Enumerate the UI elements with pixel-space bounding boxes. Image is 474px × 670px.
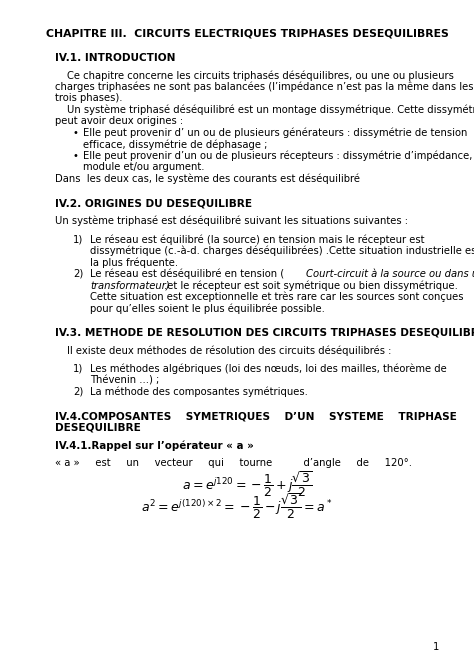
Text: Dans  les deux cas, le système des courants est déséquilibré: Dans les deux cas, le système des couran…	[55, 174, 360, 184]
Text: Le réseau est équilibré (la source) en tension mais le récepteur est: Le réseau est équilibré (la source) en t…	[90, 234, 425, 245]
Text: La méthode des composantes symétriques.: La méthode des composantes symétriques.	[90, 387, 308, 397]
Text: Il existe deux méthodes de résolution des circuits déséquilibrés :: Il existe deux méthodes de résolution de…	[67, 345, 392, 356]
Text: Les méthodes algébriques (loi des nœuds, loi des mailles, théorème de: Les méthodes algébriques (loi des nœuds,…	[90, 364, 447, 374]
Text: 1): 1)	[73, 234, 83, 244]
Text: CHAPITRE III.  CIRCUITS ELECTRIQUES TRIPHASES DESEQUILIBRES: CHAPITRE III. CIRCUITS ELECTRIQUES TRIPH…	[46, 28, 448, 38]
Text: Elle peut provenir d’ un ou de plusieurs générateurs : dissymétrie de tension: Elle peut provenir d’ un ou de plusieurs…	[83, 127, 467, 138]
Text: 1: 1	[433, 642, 439, 652]
Text: efficace, dissymétrie de déphasage ;: efficace, dissymétrie de déphasage ;	[83, 139, 267, 149]
Text: IV.3. METHODE DE RESOLUTION DES CIRCUITS TRIPHASES DESEQUILIBRES: IV.3. METHODE DE RESOLUTION DES CIRCUITS…	[55, 328, 474, 338]
Text: •: •	[73, 151, 79, 161]
Text: module et/ou argument.: module et/ou argument.	[83, 162, 204, 172]
Text: $a = e^{j120} = -\dfrac{1}{2}+j\dfrac{\sqrt{3}}{2}$: $a = e^{j120} = -\dfrac{1}{2}+j\dfrac{\s…	[182, 469, 312, 498]
Text: Cette situation est exceptionnelle et très rare car les sources sont conçues: Cette situation est exceptionnelle et tr…	[90, 291, 464, 302]
Text: IV.4.1.Rappel sur l’opérateur « a »: IV.4.1.Rappel sur l’opérateur « a »	[55, 440, 254, 450]
Text: transformateur): transformateur)	[90, 280, 170, 290]
Text: IV.2. ORIGINES DU DESEQUILIBRE: IV.2. ORIGINES DU DESEQUILIBRE	[55, 198, 252, 208]
Text: « a »     est     un     vecteur     qui     tourne          d’angle     de     : « a » est un vecteur qui tourne d’angle …	[55, 458, 412, 468]
Text: charges triphasées ne sont pas balancées (l’impédance n’est pas la même dans les: charges triphasées ne sont pas balancées…	[55, 82, 474, 92]
Text: Court-circuit à la source ou dans un: Court-circuit à la source ou dans un	[306, 269, 474, 279]
Text: trois phases).: trois phases).	[55, 93, 122, 103]
Text: 1): 1)	[73, 364, 83, 373]
Text: Le réseau est déséquilibré en tension (: Le réseau est déséquilibré en tension (	[90, 269, 284, 279]
Text: IV.1. INTRODUCTION: IV.1. INTRODUCTION	[55, 52, 175, 62]
Text: dissymétrique (c.-à-d. charges déséquilibrées) .Cette situation industrielle est: dissymétrique (c.-à-d. charges déséquili…	[90, 245, 474, 256]
Text: Thévenin ...) ;: Thévenin ...) ;	[90, 375, 159, 385]
Text: Un système triphasé déséquilibré est un montage dissymétrique. Cette dissymétrie: Un système triphasé déséquilibré est un …	[67, 105, 474, 115]
Text: 2): 2)	[73, 269, 83, 279]
Text: Ce chapitre concerne les circuits triphasés déséquilibres, ou une ou plusieurs: Ce chapitre concerne les circuits tripha…	[67, 70, 454, 80]
Text: peut avoir deux origines :: peut avoir deux origines :	[55, 116, 183, 126]
Text: .et le récepteur est soit symétrique ou bien dissymétrique.: .et le récepteur est soit symétrique ou …	[164, 280, 458, 291]
Text: pour qu’elles soient le plus équilibrée possible.: pour qu’elles soient le plus équilibrée …	[90, 303, 325, 314]
Text: •: •	[73, 127, 79, 137]
Text: 2): 2)	[73, 387, 83, 397]
Text: $a^2 = e^{j(120)\times 2} = -\dfrac{1}{2}-j\dfrac{\sqrt{3}}{2} = a^*$: $a^2 = e^{j(120)\times 2} = -\dfrac{1}{2…	[141, 491, 333, 521]
Text: la plus fréquente.: la plus fréquente.	[90, 257, 178, 267]
Text: DESEQUILIBRE: DESEQUILIBRE	[55, 423, 141, 433]
Text: Elle peut provenir d’un ou de plusieurs récepteurs : dissymétrie d’impédance,: Elle peut provenir d’un ou de plusieurs …	[83, 151, 473, 161]
Text: IV.4.COMPOSANTES    SYMETRIQUES    D’UN    SYSTEME    TRIPHASE: IV.4.COMPOSANTES SYMETRIQUES D’UN SYSTEM…	[55, 411, 457, 421]
Text: Un système triphasé est déséquilibré suivant les situations suivantes :: Un système triphasé est déséquilibré sui…	[55, 216, 408, 226]
